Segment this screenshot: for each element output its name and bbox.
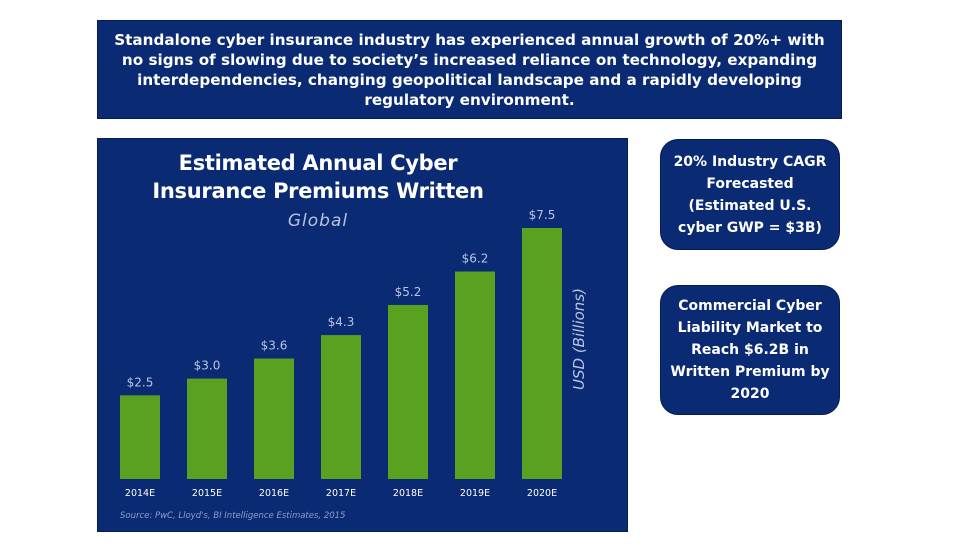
category-label-2014E: 2014E [125, 488, 155, 499]
chart-subtitle: Global [287, 211, 349, 231]
headline-text: Standalone cyber insurance industry has … [114, 30, 825, 109]
category-label-2015E: 2015E [192, 488, 222, 499]
value-label-2019E: $6.2 [462, 252, 489, 266]
chart-title: Estimated Annual Cyber Insurance Premium… [152, 151, 484, 203]
value-label-2016E: $3.6 [261, 339, 288, 353]
y-axis-label: USD (Billions) [570, 288, 588, 390]
bar-2020E [522, 228, 562, 479]
bar-2014E [120, 395, 160, 479]
headline-banner: Standalone cyber insurance industry has … [97, 20, 842, 119]
value-label-2018E: $5.2 [395, 285, 422, 299]
bar-chart: $2.5 2014E $3.0 2015E $3.6 2016E $4.3 2017E $5.2… [120, 208, 562, 499]
category-label-2018E: 2018E [393, 488, 423, 499]
chart-panel: Estimated Annual Cyber Insurance Premium… [97, 138, 628, 532]
value-label-2020E: $7.5 [529, 208, 556, 222]
category-label-2019E: 2019E [460, 488, 490, 499]
market-callout-text: Commercial Cyber Liability Market to Rea… [670, 298, 830, 402]
cagr-callout: 20% Industry CAGR Forecasted (Estimated … [660, 139, 840, 250]
bar-2018E [388, 304, 428, 479]
bar-2016E [254, 358, 294, 479]
bar-2017E [321, 335, 361, 479]
category-label-2017E: 2017E [326, 488, 356, 499]
bar-2015E [187, 378, 227, 479]
value-label-2015E: $3.0 [194, 359, 221, 373]
category-label-2020E: 2020E [527, 488, 557, 499]
market-callout: Commercial Cyber Liability Market to Rea… [660, 285, 840, 415]
cagr-callout-text: 20% Industry CAGR Forecasted (Estimated … [673, 153, 827, 236]
bar-2019E [455, 271, 495, 479]
category-label-2016E: 2016E [259, 488, 289, 499]
value-label-2017E: $4.3 [328, 315, 355, 329]
source-note: Source: PwC, Lloyd's, BI Intelligence Es… [120, 511, 346, 521]
value-label-2014E: $2.5 [127, 375, 154, 389]
